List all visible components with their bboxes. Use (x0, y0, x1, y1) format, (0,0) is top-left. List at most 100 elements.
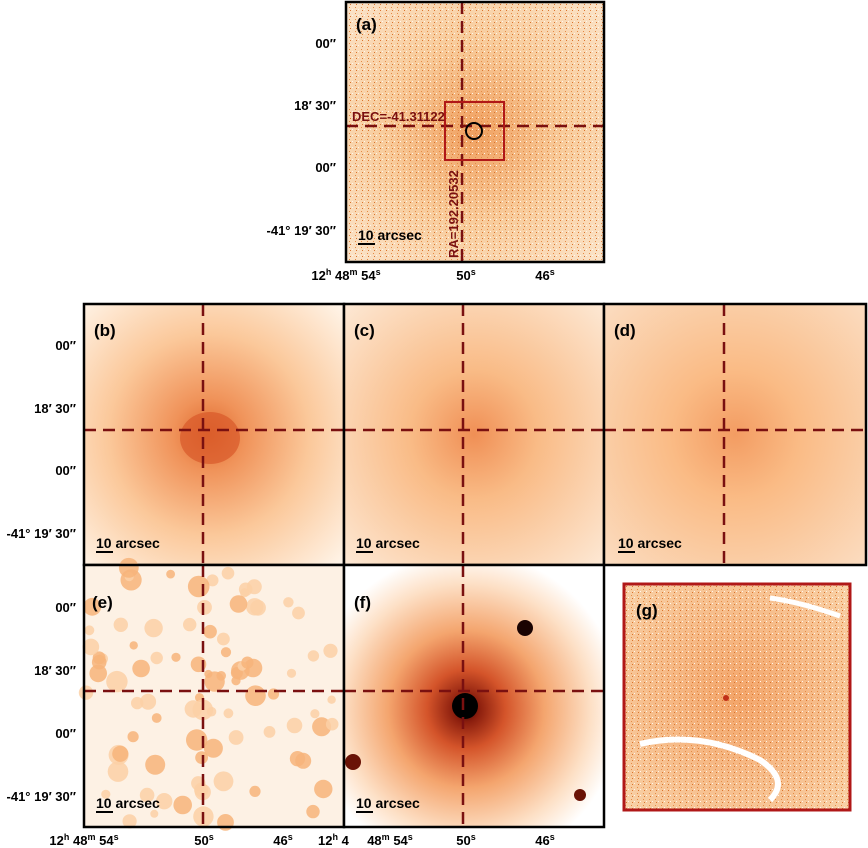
panel-e-noise-blob (151, 713, 162, 723)
panel-e-noise-blob (292, 606, 305, 620)
panel-a-noise (346, 2, 604, 262)
panel-f-image (344, 565, 604, 827)
panel-e-noise-blob (112, 745, 129, 762)
panel-e-noise-blob (286, 668, 297, 678)
panel-e-noise-blob (139, 787, 155, 803)
panel-e-noise-blob (82, 638, 100, 656)
panel-e-noise-blob (122, 814, 137, 829)
panel-e-noise-blob (229, 595, 248, 613)
panel-e-noise-blob (217, 632, 230, 646)
panel-e-noise-blob (92, 651, 106, 665)
panel-a-scalebar-label: 10 arcsec (358, 227, 422, 243)
panel-e-noise-blob (144, 618, 163, 638)
panel-c-image (344, 304, 604, 565)
panel-a-ra-tick-2: 50s (456, 267, 475, 283)
panel-e-noise-blob (307, 650, 320, 662)
panel-e-noise-blob (78, 685, 94, 700)
panel-e-noise-blob (101, 789, 111, 799)
panel-b-dec-tick-4: -41° 19′ 30″ (7, 526, 76, 541)
panel-f-frame (342, 563, 606, 829)
panel-e-noise-blob (206, 574, 219, 587)
panel-e-noise-blob (132, 659, 150, 678)
panel-e-noise-blob (213, 771, 234, 792)
panel-g-white-streak (769, 595, 841, 619)
panel-a-ra-tick-3: 46s (535, 267, 554, 283)
panel-a-zoom-box (444, 101, 505, 161)
panel-e-label: (e) (92, 593, 113, 612)
panel-e-noise-blob (203, 738, 223, 758)
panel-e-noise-blob (150, 651, 163, 665)
panel-e-dec-tick-3: 00″ (55, 726, 76, 741)
panel-e-noise-blob (145, 754, 166, 775)
panel-e-noise-blob (245, 685, 266, 706)
panel-g-white-arc (639, 736, 781, 803)
panel-e-noise-blob (295, 752, 312, 769)
panel-e-noise-blob (241, 656, 254, 669)
panel-g-label: (g) (636, 601, 658, 620)
panel-b-dec-tick-1: 00″ (55, 338, 76, 353)
panel-f-star-2 (345, 754, 361, 770)
panel-e-noise-blob (203, 624, 217, 639)
panel-d-scalebar-label: 10 arcsec (618, 535, 682, 551)
panel-e-noise-blob (187, 575, 210, 598)
panel-e-noise-blob (310, 709, 320, 719)
panel-f-ra-tick-2: 50s (456, 832, 475, 848)
panel-a-ra-label: RA=192.20532 (446, 170, 461, 258)
panel-e-noise-blob (249, 785, 261, 798)
panel-d-image (604, 304, 866, 565)
panel-e-ra-tick-3: 46s (273, 832, 292, 848)
panel-e-noise-blob (221, 566, 235, 580)
panel-e-ra-tick-4: 12h 4 (318, 832, 350, 848)
panel-c: (c) 10 arcsec (342, 302, 606, 567)
panel-d: (d) 10 arcsec (602, 302, 868, 567)
panel-b-dec-tick-2: 18′ 30″ (34, 401, 76, 416)
panel-b-scalebar-label: 10 arcsec (96, 535, 160, 551)
panel-f-star-3 (574, 789, 586, 801)
panel-e-noise-blob (204, 671, 225, 692)
panel-e-ra-tick-2: 50s (194, 832, 213, 848)
panel-e-noise-blob (197, 600, 212, 615)
panel-a-dec-tick-1: 00″ (315, 36, 336, 51)
panel-g: (g) (622, 582, 852, 812)
panel-e-noise-blobs (78, 557, 339, 831)
panel-b: (b) 10 arcsec 00″ 18′ 30″ 00″ -41° 19′ 3… (7, 302, 346, 567)
panel-e-noise-blob (306, 804, 320, 819)
panel-e-noise-blob (113, 617, 128, 632)
panel-e-noise-blob (228, 730, 244, 745)
panel-e-noise-blob (127, 731, 139, 743)
panel-a-dec-tick-4: -41° 19′ 30″ (267, 223, 336, 238)
panel-f-label: (f) (354, 593, 371, 612)
panel-e-ra-tick-1: 12h 48m 54s (49, 832, 118, 848)
panel-b-core (180, 412, 240, 464)
panel-g-frame (622, 582, 852, 812)
panel-e-noise-blob (171, 652, 181, 662)
panel-e-noise-blob (231, 676, 241, 686)
panel-e-noise-blob (106, 670, 128, 693)
panel-a-label: (a) (356, 15, 377, 34)
panel-e-noise-blob (223, 708, 234, 719)
panel-e-noise-blob (107, 761, 129, 782)
panel-a-dec-label: DEC=-41.31122 (352, 109, 445, 124)
panel-e-noise-blob (323, 643, 338, 658)
panel-a: (a) DEC=-41.31122 RA=192.20532 10 arcsec… (267, 0, 606, 283)
panel-e-image (84, 565, 344, 827)
panel-f-star-1 (517, 620, 533, 636)
panel-e: (e) 10 arcsec 00″ 18′ 30″ 00″ -41° 19′ 3… (7, 557, 350, 848)
panel-e-noise-blob (263, 726, 276, 738)
panel-a-dec-tick-2: 18′ 30″ (294, 98, 336, 113)
panel-e-noise-blob (220, 647, 232, 658)
panel-e-noise-blob (166, 569, 176, 579)
panel-e-noise-blob (129, 641, 138, 650)
panel-e-noise-blob (83, 597, 102, 616)
panel-e-noise-blob (195, 751, 209, 764)
panel-f: (f) 10 arcsec 48m 54s 50s 46s (342, 563, 606, 848)
panel-e-noise-blob (84, 625, 95, 636)
panel-e-noise-blob (286, 717, 303, 734)
panel-e-noise-blob (173, 795, 192, 815)
panel-e-noise-blob (150, 809, 159, 818)
panel-e-noise-blob (156, 793, 173, 810)
panel-e-dec-tick-4: -41° 19′ 30″ (7, 789, 76, 804)
panel-b-label: (b) (94, 321, 116, 340)
panel-e-noise-blob (325, 717, 339, 731)
panel-e-noise-blob (194, 782, 209, 798)
